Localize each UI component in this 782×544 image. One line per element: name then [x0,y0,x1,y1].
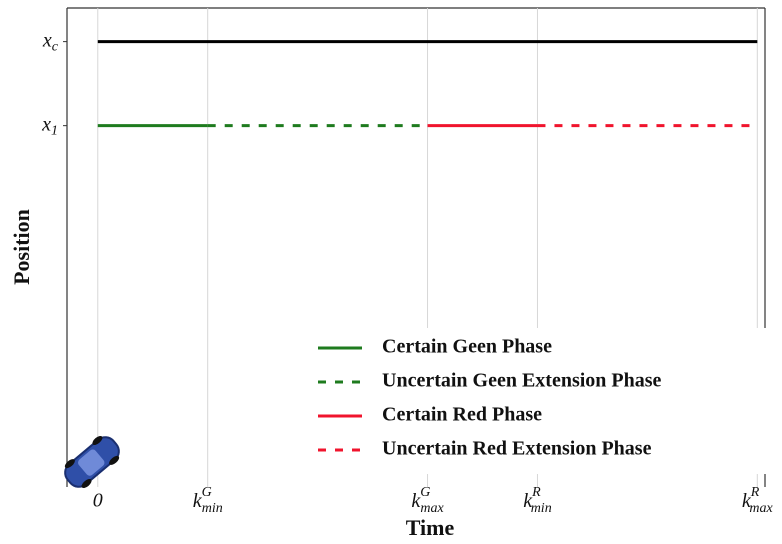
plot [97,40,758,128]
legend-label: Certain Red Phase [382,404,542,426]
tick-base: k [411,490,421,512]
tick-sub: max [420,501,444,516]
tick-base: x [41,113,51,135]
tick-sub: c [52,40,59,55]
tick-label: kG max [411,485,444,516]
legend: Certain Geen Phase Uncertain Geen Extensi… [318,336,662,460]
legend-label: Uncertain Red Extension Phase [382,438,652,460]
tick-base: k [193,490,203,512]
tick-sup: G [202,485,212,500]
tick-label: xc [42,29,59,55]
tick-sup: G [420,485,430,500]
tick-sub: 1 [51,124,58,139]
tick-label: x1 [41,113,58,139]
legend-box [305,328,782,474]
tick-sub: min [202,501,223,516]
tick-base: k [742,490,752,512]
y-axis-label: Position [9,209,34,285]
x-axis-label: Time [406,515,455,540]
tick-label: kR min [523,485,551,516]
tick-base: k [523,490,533,512]
tick-base: x [42,29,52,51]
tick-sup: R [531,485,541,500]
legend-label: Uncertain Geen Extension Phase [382,370,662,392]
tick-sup: R [750,485,760,500]
tick-sub: max [749,501,773,516]
legend-label: Certain Geen Phase [382,336,552,358]
tick-label: kG min [193,485,223,516]
car-icon [64,435,120,489]
tick-sub: min [531,501,552,516]
tick-label: 0 [93,490,103,512]
tick-label: kR max [742,485,774,516]
